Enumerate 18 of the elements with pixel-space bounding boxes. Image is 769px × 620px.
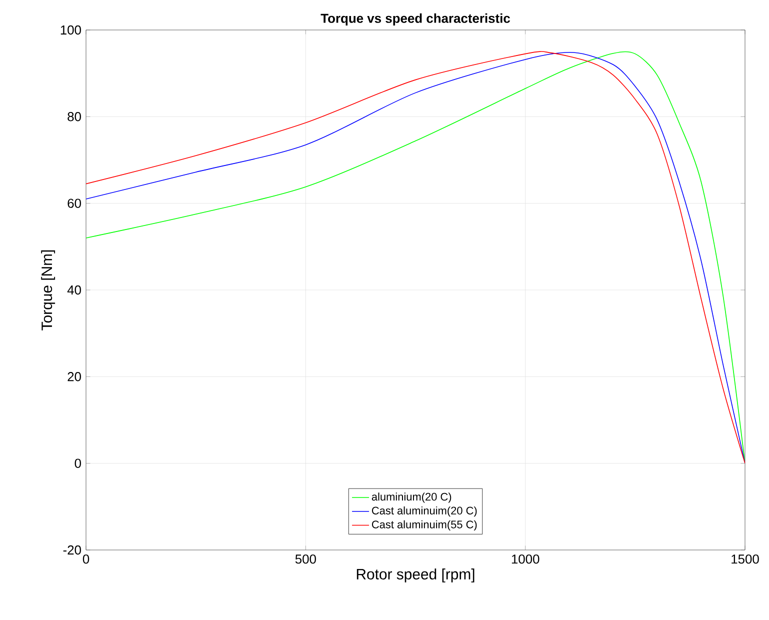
y-tick-label: 100 <box>60 25 81 35</box>
chart-title: Torque vs speed characteristic <box>320 13 510 26</box>
x-axis-title: Rotor speed [rpm] <box>356 568 474 582</box>
x-tick-label: 0 <box>82 554 90 564</box>
y-tick-label: 20 <box>68 372 81 382</box>
y-tick-label: 0 <box>74 458 81 468</box>
line-series <box>86 52 746 464</box>
y-tick-label: 60 <box>68 198 81 208</box>
legend-label: Cast aluminuim(55 C) <box>372 520 477 531</box>
y-tick-label: 80 <box>68 112 81 122</box>
x-tick-label: 1500 <box>732 554 759 564</box>
legend-label: aluminium(20 C) <box>372 492 452 503</box>
legend-label: Cast aluminuim(20 C) <box>372 506 477 517</box>
y-tick-label: -20 <box>63 545 81 555</box>
y-tick-label: 40 <box>67 285 81 295</box>
x-tick-label: 500 <box>295 554 316 564</box>
y-axis-title: Torque [Nm] <box>41 250 56 330</box>
x-tick-label: 1000 <box>512 554 540 564</box>
